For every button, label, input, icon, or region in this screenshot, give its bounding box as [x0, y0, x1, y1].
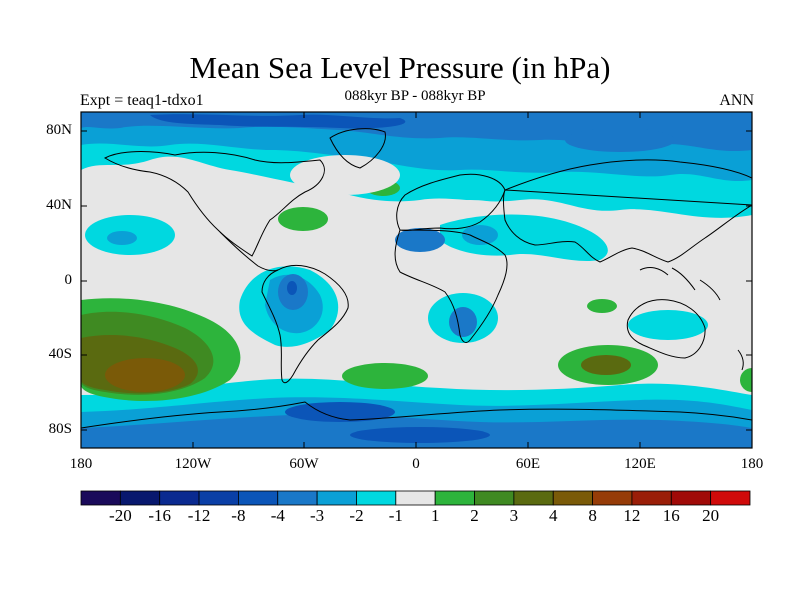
pressure-field [81, 112, 752, 448]
south-america-coast [261, 264, 349, 384]
colorbar [80, 490, 751, 506]
ytick-label-80n: 80N [46, 122, 72, 138]
colorbar-swatch [198, 490, 239, 506]
colorbar-label: 4 [548, 506, 558, 525]
colorbar-label: 12 [623, 506, 641, 525]
north-atlantic-high [278, 207, 328, 231]
north-pacific-neutral [100, 168, 190, 212]
season-label: ANN [719, 92, 754, 109]
ytick-label-40s: 40S [48, 346, 72, 362]
colorbar-swatch [552, 490, 593, 506]
colorbar-swatch [316, 490, 357, 506]
colorbar-swatch [474, 490, 515, 506]
axis-ticks [80, 112, 753, 448]
australia-coast [626, 299, 706, 359]
new-zealand-coast [737, 349, 744, 371]
south-atlantic-high [342, 363, 428, 389]
colorbar-label: 16 [662, 506, 680, 525]
colorbar-swatch [277, 490, 318, 506]
north-pacific-low-core [107, 231, 137, 245]
chart-title: Mean Sea Level Pressure (in hPa) [189, 50, 611, 85]
colorbar-swatch [670, 490, 712, 506]
colorbar-swatch [238, 490, 279, 506]
experiment-label: Expt = teaq1-tdxo1 [80, 92, 204, 109]
colorbar-label: -8 [231, 506, 246, 525]
colorbar-swatch [513, 490, 554, 506]
colorbar-swatch [631, 490, 672, 506]
southeast-asia-islands [639, 267, 721, 301]
east-edge-high [740, 368, 752, 392]
middle-east-low [462, 225, 498, 245]
colorbar-label: -4 [270, 506, 285, 525]
colorbar-swatch [592, 490, 633, 506]
colorbar-label: 3 [509, 506, 519, 525]
xtick-label-120e: 120E [624, 456, 656, 472]
colorbar-label: 20 [702, 506, 720, 525]
xtick-label-60e: 60E [515, 456, 541, 472]
xtick-label-180w: 180 [69, 456, 93, 472]
xtick-label-180e: 180 [740, 456, 764, 472]
antarctic-low-core [285, 402, 395, 422]
colorbar-label: -3 [310, 506, 325, 525]
antarctica-coast [81, 401, 752, 429]
south-africa-low-deep [449, 307, 477, 337]
australia-low [628, 310, 708, 340]
ytick-label-0: 0 [64, 272, 73, 288]
greenland-neutral [290, 155, 400, 195]
coastlines [81, 128, 752, 429]
xtick-label-60w: 60W [289, 456, 319, 472]
amazon-low-deep [287, 281, 297, 295]
north-africa-low [395, 228, 445, 252]
ytick-label-80s: 80S [48, 421, 72, 437]
north-america-coast [103, 151, 325, 257]
central-america-coast [219, 231, 279, 272]
colorbar-swatch [395, 490, 436, 506]
colorbar-swatch [434, 490, 475, 506]
colorbar-swatch [356, 490, 397, 506]
colorbar-label: -16 [148, 506, 172, 525]
colorbar-label: 8 [588, 506, 597, 525]
colorbar-label: -2 [349, 506, 364, 525]
ytick-label-40n: 40N [46, 197, 72, 213]
colorbar-swatch [80, 490, 121, 506]
xtick-label-0: 0 [412, 456, 420, 472]
colorbar-swatch [119, 490, 161, 506]
colorbar-swatch [710, 490, 751, 506]
chart-subtitle: 088kyr BP - 088kyr BP [344, 88, 486, 104]
colorbar-label: -12 [187, 506, 211, 525]
colorbar-label: 2 [470, 506, 479, 525]
colorbar-label: 1 [430, 506, 440, 525]
antarctic-low-core-east [350, 427, 490, 443]
south-indian-high-core [581, 355, 631, 375]
arctic-core [150, 114, 406, 129]
colorbar-label: -1 [388, 506, 403, 525]
asia-coast [503, 159, 752, 263]
greenland-coast [329, 128, 386, 169]
indian-ocean-high [587, 299, 617, 313]
siberia-low [565, 128, 675, 152]
colorbar-label: -20 [109, 506, 132, 525]
xtick-label-120w: 120W [174, 456, 212, 472]
colorbar-swatch [159, 490, 200, 506]
south-pacific-high-core [105, 358, 185, 392]
